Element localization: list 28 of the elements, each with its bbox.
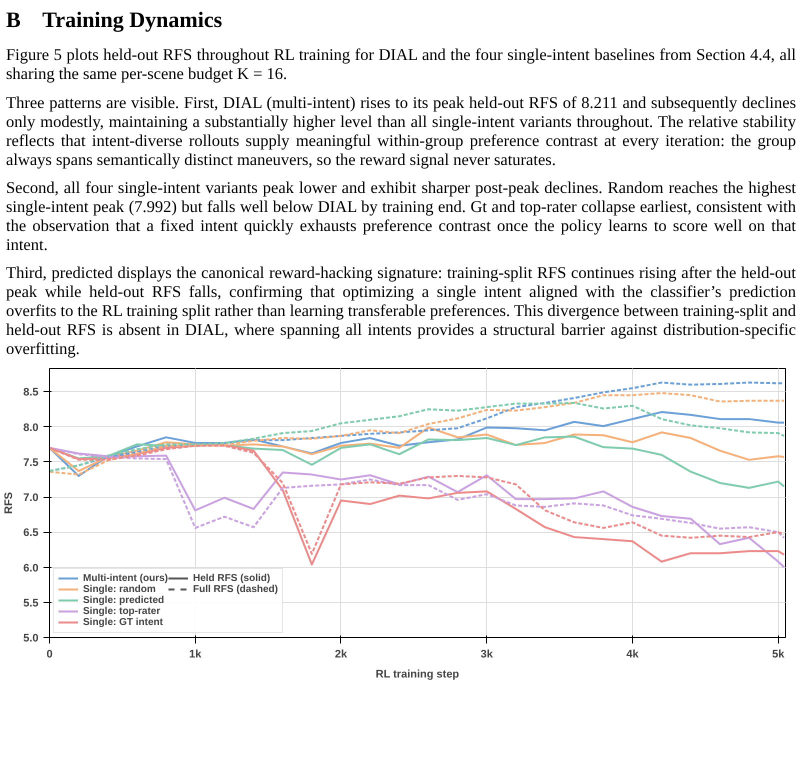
text: Third, predicted displays the canonical reward-hacking signature: training-split RFS continues rising after the held-out peak while held-out RFS falls, confirming that optimizing a single intent aligned with the classifier’s prediction overfits to the RL training split rather than learning transferable preferences. This divergence between training-split and held-out RFS is absent in DIAL, where spanning all intents provides a structural barrier against distribution-specific overfitting. xyxy=(6,262,796,358)
legend-label: Single: random xyxy=(83,584,156,595)
y-tick-label: 8.5 xyxy=(23,386,39,399)
x-tick-label: 0 xyxy=(46,648,53,660)
y-tick-label: 8.0 xyxy=(23,422,39,434)
x-tick-label: 2k xyxy=(334,648,348,660)
x-tick-label: 1k xyxy=(189,648,202,660)
y-tick-label: 7.5 xyxy=(23,456,39,469)
y-axis-title: RFS xyxy=(3,492,16,514)
y-tick-label: 6.0 xyxy=(23,562,39,574)
x-tick-label: 4k xyxy=(626,648,640,660)
y-tick-label: 5.0 xyxy=(23,632,39,644)
text: Second, all four single-intent variants peak lower and exhibit sharper post-peak declines. Random reaches the highest single-intent peak (7.992) but falls well below DIAL by training end. Gt and top-rater collapse earliest, consistent with the observation that a fixed intent quickly exhausts preference contrast once the policy learns to score well on that intent. xyxy=(6,178,796,254)
x-axis-title: RL training step xyxy=(376,668,460,680)
x-tick-label: 5k xyxy=(772,648,786,660)
legend-label: Multi-intent (ours) xyxy=(83,572,168,584)
text: Three patterns are visible. First, DIAL (multi-intent) rises to its peak held-out RFS of 8.211 and subsequently declines only modestly, maintaining a substantially higher level than all single-intent variants throughout. The relative stability reflects that intent-diverse rollouts supply meaningful within-group preference contrast at every iteration: the group always spans semantically distinct maneuvers, so the reward signal never saturates. xyxy=(6,92,796,169)
annotation: Held RFS (solid) xyxy=(192,572,270,584)
y-tick-label: 7.0 xyxy=(23,492,39,504)
y-tick-label: 6.5 xyxy=(23,527,39,540)
legend-label: Single: GT intent xyxy=(83,616,163,628)
legend-label: Single: top-rater xyxy=(83,606,160,617)
y-tick-label: 5.5 xyxy=(23,597,39,610)
legend-label: Single: predicted xyxy=(83,594,164,606)
caption: Figure 5 plots held-out RFS throughout RL training for DIAL and the four single-intent baselines from Section 4.4, all sharing the same per-scene budget K = 16. xyxy=(6,45,796,84)
annotation: Full RFS (dashed) xyxy=(192,584,278,595)
chart-title: B Training Dynamics xyxy=(6,6,222,34)
x-tick-label: 3k xyxy=(480,648,494,660)
